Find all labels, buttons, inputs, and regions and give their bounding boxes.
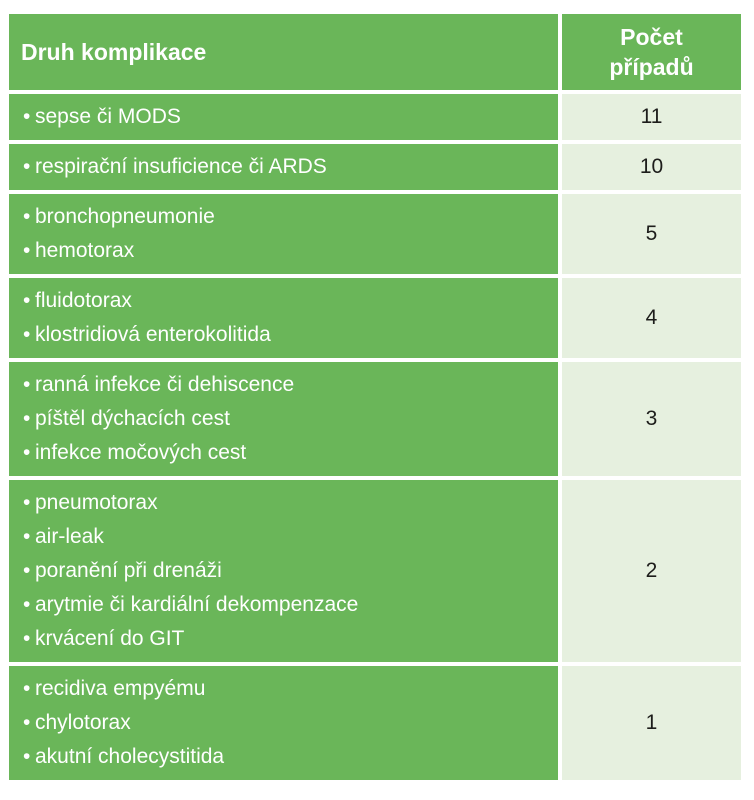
case-count-cell: 11 bbox=[562, 94, 741, 140]
bullet-icon: • bbox=[23, 491, 31, 514]
complication-label: sepse či MODS bbox=[35, 105, 181, 128]
complication-item: • sepse či MODS bbox=[23, 100, 548, 134]
complication-item: • fluidotorax bbox=[23, 284, 548, 318]
complication-item: • pneumotorax bbox=[23, 486, 548, 520]
header-complication-type: Druh komplikace bbox=[9, 14, 562, 90]
case-count-cell: 3 bbox=[562, 362, 741, 476]
table-row: • ranná infekce či dehiscence • píštěl dých… bbox=[9, 362, 741, 476]
complication-item: • arytmie či kardiální dekompenzace bbox=[23, 588, 548, 622]
header-row: Druh komplikace Počet případů bbox=[9, 14, 741, 90]
table-row: • respirační insuficience či ARDS 10 bbox=[9, 144, 741, 190]
complication-label: klostridiová enterokolitida bbox=[35, 323, 271, 346]
complication-item: • krvácení do GIT bbox=[23, 622, 548, 656]
bullet-icon: • bbox=[23, 745, 31, 768]
bullet-icon: • bbox=[23, 441, 31, 464]
complication-item: • poranění při drenáži bbox=[23, 554, 548, 588]
complications-table: Druh komplikace Počet případů • sepse či … bbox=[9, 10, 741, 784]
bullet-icon: • bbox=[23, 593, 31, 616]
case-count-cell: 5 bbox=[562, 194, 741, 274]
header-case-count: Počet případů bbox=[562, 14, 741, 90]
complication-label: akutní cholecystitida bbox=[35, 745, 225, 768]
complication-item: • píštěl dýchacích cest bbox=[23, 402, 548, 436]
header-case-count-line1: Počet bbox=[620, 24, 683, 50]
complication-label: pneumotorax bbox=[35, 491, 158, 514]
table-row: • bronchopneumonie • hemotorax 5 bbox=[9, 194, 741, 274]
complication-item: • infekce močových cest bbox=[23, 436, 548, 470]
case-count-cell: 2 bbox=[562, 480, 741, 662]
complication-label: hemotorax bbox=[35, 239, 135, 262]
bullet-icon: • bbox=[23, 559, 31, 582]
complication-item: • ranná infekce či dehiscence bbox=[23, 368, 548, 402]
bullet-icon: • bbox=[23, 627, 31, 650]
bullet-icon: • bbox=[23, 105, 31, 128]
table-body: • sepse či MODS 11 • respirační insuficience… bbox=[9, 94, 741, 780]
complication-label: arytmie či kardiální dekompenzace bbox=[35, 593, 359, 616]
complication-label: ranná infekce či dehiscence bbox=[35, 373, 295, 396]
complication-cell: • sepse či MODS bbox=[9, 94, 562, 140]
case-count-cell: 1 bbox=[562, 666, 741, 780]
case-count-cell: 4 bbox=[562, 278, 741, 358]
bullet-icon: • bbox=[23, 155, 31, 178]
complication-item: • klostridiová enterokolitida bbox=[23, 318, 548, 352]
bullet-icon: • bbox=[23, 239, 31, 262]
table-row: • pneumotorax • air-leak • poranění při drená… bbox=[9, 480, 741, 662]
complication-label: fluidotorax bbox=[35, 289, 132, 312]
complication-cell: • ranná infekce či dehiscence • píštěl dých… bbox=[9, 362, 562, 476]
complication-label: chylotorax bbox=[35, 711, 131, 734]
complication-item: • hemotorax bbox=[23, 234, 548, 268]
complication-item: • air-leak bbox=[23, 520, 548, 554]
bullet-icon: • bbox=[23, 289, 31, 312]
bullet-icon: • bbox=[23, 711, 31, 734]
complication-label: bronchopneumonie bbox=[35, 205, 215, 228]
bullet-icon: • bbox=[23, 525, 31, 548]
complication-label: píštěl dýchacích cest bbox=[35, 407, 230, 430]
complication-label: infekce močových cest bbox=[35, 441, 247, 464]
complication-cell: • pneumotorax • air-leak • poranění při drená… bbox=[9, 480, 562, 662]
complication-cell: • bronchopneumonie • hemotorax bbox=[9, 194, 562, 274]
table-row: • fluidotorax • klostridiová enterokolitida… bbox=[9, 278, 741, 358]
bullet-icon: • bbox=[23, 407, 31, 430]
complication-cell: • fluidotorax • klostridiová enterokolitida bbox=[9, 278, 562, 358]
complication-item: • chylotorax bbox=[23, 706, 548, 740]
complication-cell: • respirační insuficience či ARDS bbox=[9, 144, 562, 190]
complication-label: air-leak bbox=[35, 525, 104, 548]
complication-item: • akutní cholecystitida bbox=[23, 740, 548, 774]
bullet-icon: • bbox=[23, 205, 31, 228]
table-row: • sepse či MODS 11 bbox=[9, 94, 741, 140]
complication-item: • bronchopneumonie bbox=[23, 200, 548, 234]
case-count-cell: 10 bbox=[562, 144, 741, 190]
bullet-icon: • bbox=[23, 373, 31, 396]
complication-label: krvácení do GIT bbox=[35, 627, 185, 650]
complication-item: • recidiva empyému bbox=[23, 672, 548, 706]
header-case-count-line2: případů bbox=[609, 54, 694, 80]
table-row: • recidiva empyému • chylotorax • akutní chol… bbox=[9, 666, 741, 780]
complication-label: recidiva empyému bbox=[35, 677, 206, 700]
bullet-icon: • bbox=[23, 323, 31, 346]
complication-label: respirační insuficience či ARDS bbox=[35, 155, 327, 178]
complication-cell: • recidiva empyému • chylotorax • akutní chol… bbox=[9, 666, 562, 780]
complication-label: poranění při drenáži bbox=[35, 559, 222, 582]
complication-item: • respirační insuficience či ARDS bbox=[23, 150, 548, 184]
complications-table-container: Druh komplikace Počet případů • sepse či … bbox=[9, 10, 741, 784]
bullet-icon: • bbox=[23, 677, 31, 700]
